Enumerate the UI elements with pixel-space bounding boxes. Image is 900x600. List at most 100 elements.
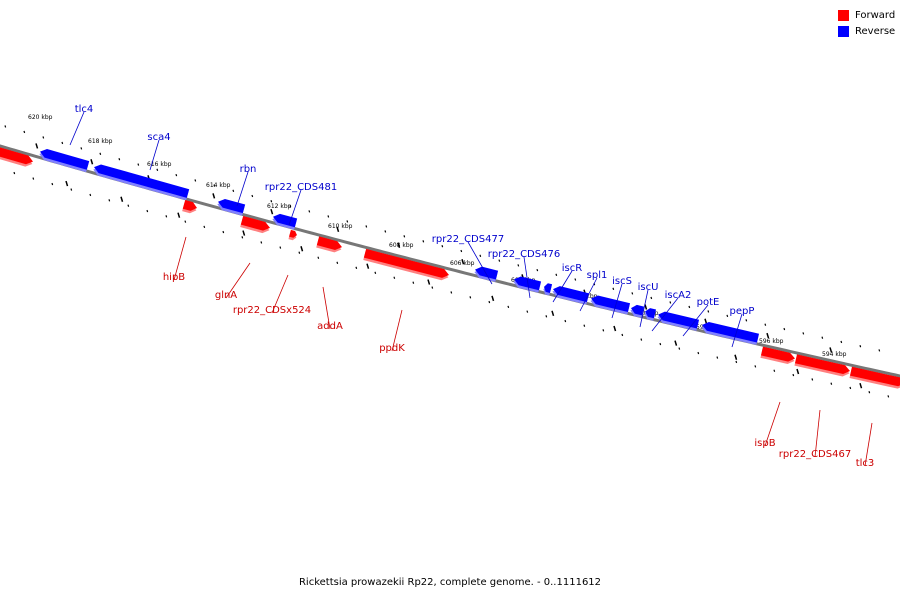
major-tick xyxy=(859,382,863,389)
minor-tick xyxy=(203,225,206,229)
gene-body xyxy=(316,236,342,250)
gene-rpr22_CDS467[interactable] xyxy=(794,354,851,377)
minor-tick xyxy=(564,319,567,323)
gene-body xyxy=(182,200,198,211)
minor-tick xyxy=(108,199,111,202)
major-tick xyxy=(336,226,340,233)
minor-tick xyxy=(764,323,767,326)
minor-tick xyxy=(412,281,415,284)
gene-rpr22_CDSx524[interactable] xyxy=(288,229,298,241)
tick-label: 618 kbp xyxy=(88,138,113,145)
gene-label-text: sca4 xyxy=(147,132,170,143)
legend-forward: Forward xyxy=(838,8,898,23)
gene-ppdK[interactable] xyxy=(363,248,450,282)
minor-tick xyxy=(270,199,273,203)
gene-iscS[interactable] xyxy=(629,304,645,318)
label-leader xyxy=(682,304,709,337)
gene-tlc3[interactable] xyxy=(849,366,900,390)
minor-tick xyxy=(802,332,805,335)
gene-hipB[interactable] xyxy=(182,200,198,215)
gene-tlc4[interactable] xyxy=(38,147,90,173)
gene-ispB[interactable] xyxy=(760,346,796,366)
gene-label: sca4 xyxy=(147,132,171,171)
minor-tick xyxy=(773,369,776,372)
minor-tick xyxy=(441,244,444,248)
gene-label-text: rbn xyxy=(240,164,257,175)
minor-tick xyxy=(602,329,605,332)
minor-tick xyxy=(393,276,396,279)
gene-label-text: glnA xyxy=(215,290,237,301)
tick-label: 620 kbp xyxy=(28,114,53,121)
minor-tick xyxy=(32,177,35,180)
gene-unlabeled[interactable] xyxy=(0,146,34,168)
gene-body xyxy=(0,146,34,165)
gene-rbn[interactable] xyxy=(216,197,246,216)
gene-label-text: rpr22_CDS467 xyxy=(779,449,851,460)
minor-tick xyxy=(241,236,244,239)
minor-tick xyxy=(156,168,159,172)
minor-tick xyxy=(232,189,235,193)
gene-label: ispB xyxy=(754,401,781,449)
label-leader xyxy=(731,313,743,348)
gene-body xyxy=(850,366,900,387)
legend-reverse: Reverse xyxy=(838,24,898,39)
minor-tick xyxy=(194,179,197,182)
gene-iscA2[interactable] xyxy=(656,310,700,331)
minor-tick xyxy=(507,305,510,309)
minor-tick xyxy=(460,249,463,253)
minor-tick xyxy=(384,230,387,233)
gene-sca4[interactable] xyxy=(92,163,190,201)
minor-tick xyxy=(574,278,577,281)
gene-label: ppdK xyxy=(379,309,405,354)
minor-tick xyxy=(80,147,83,150)
gene-addA[interactable] xyxy=(316,236,343,253)
major-tick xyxy=(90,159,94,165)
legend-forward-label: Forward xyxy=(855,10,896,21)
major-tick xyxy=(177,212,181,218)
minor-tick xyxy=(697,351,700,355)
gene-label-text: pepP xyxy=(730,306,755,317)
major-tick xyxy=(427,279,431,285)
minor-tick xyxy=(659,342,662,346)
gene-spl1[interactable] xyxy=(589,294,631,315)
major-tick xyxy=(734,354,738,360)
minor-tick xyxy=(526,310,529,313)
label-leader xyxy=(173,236,187,281)
minor-tick xyxy=(308,210,311,213)
minor-tick xyxy=(830,382,833,385)
gene-rpr22_CDS477[interactable] xyxy=(473,265,499,282)
gene-iscU[interactable] xyxy=(643,307,657,321)
gene-glnA[interactable] xyxy=(240,215,271,235)
gene-label-text: spl1 xyxy=(587,270,608,281)
gene-label-text: iscS xyxy=(612,276,632,287)
label-leader xyxy=(225,262,251,299)
minor-tick xyxy=(678,347,681,350)
minor-tick xyxy=(621,333,624,337)
minor-tick xyxy=(165,215,168,218)
major-tick xyxy=(491,295,495,302)
tick-label: 596 kbp xyxy=(759,338,784,345)
gene-iscR[interactable] xyxy=(551,285,590,305)
major-tick xyxy=(120,196,124,202)
gene-label-text: ispB xyxy=(754,438,775,449)
minor-tick xyxy=(479,254,482,258)
gene-unlabeled[interactable] xyxy=(542,282,553,296)
genome-caption: Rickettsia prowazekii Rp22, complete gen… xyxy=(298,577,602,588)
major-tick xyxy=(65,180,69,187)
gene-body xyxy=(795,354,850,375)
gene-label-text: ppdK xyxy=(379,343,405,354)
gene-body xyxy=(218,198,246,214)
gene-body xyxy=(40,148,90,170)
minor-tick xyxy=(422,240,425,243)
minor-tick xyxy=(89,193,92,197)
minor-tick xyxy=(878,349,881,352)
label-leader xyxy=(651,297,679,332)
minor-tick xyxy=(536,268,539,272)
label-leader xyxy=(467,241,493,285)
label-leader xyxy=(579,277,598,312)
minor-tick xyxy=(137,163,140,166)
minor-tick xyxy=(317,256,320,259)
major-tick xyxy=(397,242,401,249)
gene-potE[interactable] xyxy=(700,321,760,345)
